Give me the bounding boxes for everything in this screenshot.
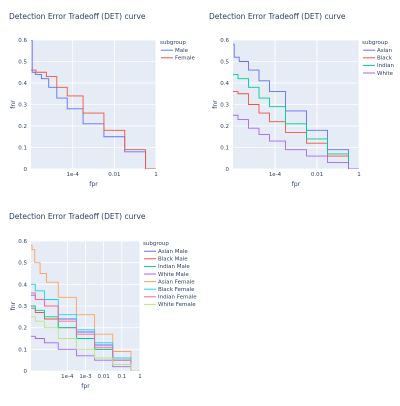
y-tick-label: 0.3: [220, 103, 229, 109]
series-group: [31, 40, 156, 169]
x-tick-label: 1e-4: [61, 374, 74, 380]
x-tick-label: 0.01: [311, 172, 323, 178]
legend-entry[interactable]: White Female: [158, 302, 196, 308]
legend-entry[interactable]: Asian Female: [158, 279, 195, 285]
x-axis-title: fpr: [81, 383, 90, 390]
x-axis-title: fpr: [89, 181, 98, 188]
legend-entry[interactable]: White Male: [158, 272, 189, 278]
y-tick-label: 0.1: [18, 146, 27, 152]
legend-entry[interactable]: Indian Male: [158, 264, 190, 270]
legend-entry[interactable]: Indian Female: [158, 295, 197, 301]
y-tick-label: 0.4: [18, 282, 27, 288]
series-group: [233, 43, 359, 169]
legend-entry[interactable]: Black: [377, 56, 393, 62]
series-line-white-female: [31, 316, 140, 371]
y-tick-label: 0.2: [220, 124, 229, 130]
legend-entry[interactable]: Black Male: [158, 257, 188, 263]
y-tick-label: 0.3: [18, 103, 27, 109]
y-tick-label: 0.1: [18, 347, 27, 353]
y-tick-label: 0: [226, 167, 230, 173]
y-tick-label: 0.6: [220, 38, 229, 44]
legend-title: subgroup: [143, 241, 169, 247]
y-tick-label: 0.2: [18, 124, 27, 130]
y-axis-title: fnr: [10, 100, 17, 109]
x-tick-label: 0.01: [98, 374, 110, 380]
y-tick-label: 0.6: [18, 239, 27, 245]
y-tick-label: 0: [24, 167, 28, 173]
x-tick-label: 1e-4: [66, 172, 79, 178]
y-tick-label: 0.5: [220, 60, 229, 66]
y-tick-label: 0.1: [220, 146, 229, 152]
y-tick-label: 0.5: [18, 60, 27, 66]
x-tick-label: 0.01: [108, 172, 120, 178]
legend-entry[interactable]: White: [377, 71, 394, 77]
y-tick-label: 0.2: [18, 326, 27, 332]
chart-title: Detection Error Tradeoff (DET) curve: [9, 12, 146, 21]
x-axis-title: fpr: [292, 181, 301, 188]
det-chart-2: Detection Error Tradeoff (DET) curve 0 0.1…: [209, 12, 394, 188]
x-tick-label: 1: [138, 374, 142, 380]
y-tick-label: 0.5: [18, 261, 27, 267]
legend-entry[interactable]: Asian: [377, 48, 393, 54]
chart-title: Detection Error Tradeoff (DET) curve: [209, 12, 346, 21]
legend-entry[interactable]: Asian Male: [158, 249, 188, 255]
legend-entry[interactable]: Male: [175, 48, 189, 54]
y-tick-label: 0.6: [18, 38, 27, 44]
legend-entry[interactable]: Indian: [377, 63, 394, 69]
legend-title: subgroup: [160, 40, 186, 46]
series-line-female: [31, 69, 156, 169]
y-tick-label: 0.4: [18, 81, 27, 87]
series-line-indian-female: [31, 292, 140, 371]
y-axis-title: fnr: [10, 301, 17, 310]
x-tick-label: 0.1: [117, 374, 126, 380]
legend-entry[interactable]: Female: [175, 56, 196, 62]
legend: subgroup Male Female: [160, 40, 196, 62]
series-line-white: [233, 114, 359, 169]
legend-title: subgroup: [362, 40, 388, 46]
x-tick-label: 1: [357, 172, 361, 178]
series-group: [31, 244, 140, 371]
series-line-white-male: [31, 335, 140, 371]
chart-title: Detection Error Tradeoff (DET) curve: [9, 212, 146, 221]
x-tick-label: 1e-3: [79, 374, 92, 380]
x-tick-label: 1e-4: [269, 172, 282, 178]
y-tick-label: 0.4: [220, 81, 229, 87]
x-tick-label: 1: [154, 172, 158, 178]
det-chart-3: Detection Error Tradeoff (DET) curve 0 0.1…: [9, 212, 197, 390]
y-tick-label: 0.3: [18, 304, 27, 310]
series-line-indian: [233, 73, 359, 169]
y-axis-title: fnr: [212, 100, 219, 109]
det-chart-1: Detection Error Tradeoff (DET) curve 0 0.1…: [9, 12, 196, 188]
legend-entry[interactable]: Black Female: [158, 287, 195, 293]
y-tick-label: 0: [24, 369, 28, 375]
